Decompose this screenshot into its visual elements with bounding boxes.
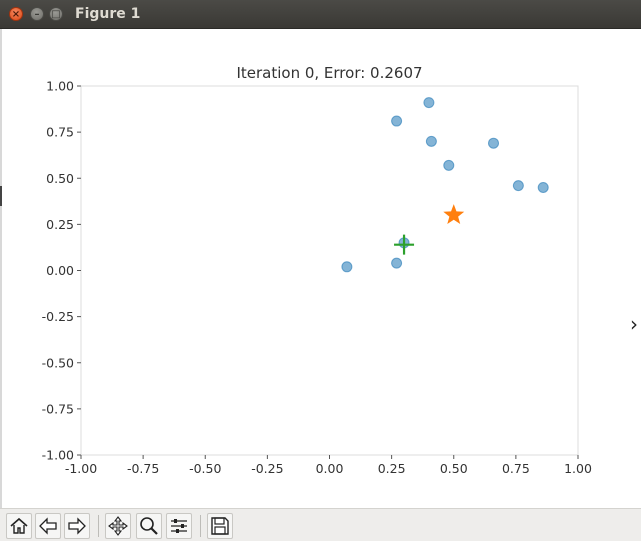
y-tick-label: -1.00: [42, 448, 74, 463]
toolbar-separator: [200, 515, 201, 537]
arrow-right-icon: [68, 517, 86, 535]
data-point: [443, 159, 455, 171]
pan-button[interactable]: [105, 513, 131, 539]
y-tick-label: -0.25: [42, 309, 74, 324]
data-point: [537, 181, 549, 193]
move-icon: [108, 516, 128, 536]
zoom-button[interactable]: [136, 513, 162, 539]
chart-title: Iteration 0, Error: 0.2607: [236, 64, 422, 82]
x-tick-label: -0.75: [127, 461, 159, 476]
save-button[interactable]: [207, 513, 233, 539]
x-tick-label: 0.75: [502, 461, 530, 476]
y-tick-label: 0.25: [46, 217, 74, 232]
minimize-icon: –: [34, 9, 40, 20]
side-arrow-icon: ›: [630, 312, 638, 336]
left-edge-marker: [0, 186, 2, 206]
close-icon: ×: [11, 9, 21, 20]
x-tick-label: -1.00: [65, 461, 97, 476]
y-tick-label: 0.00: [46, 263, 74, 278]
data-point: [512, 180, 524, 192]
data-point: [423, 97, 435, 109]
configure-subplots-button[interactable]: [166, 513, 192, 539]
window-left-border: [0, 29, 2, 508]
x-tick-label: 1.00: [564, 461, 592, 476]
x-tick-label: 0.00: [316, 461, 344, 476]
y-tick-label: -0.75: [42, 401, 74, 416]
forward-button[interactable]: [64, 513, 90, 539]
arrow-left-icon: [39, 517, 57, 535]
figure-canvas[interactable]: Iteration 0, Error: 0.2607 -1.00 -0.75 -0.5…: [0, 29, 641, 508]
minimize-window-button[interactable]: –: [30, 7, 44, 21]
data-point: [341, 261, 353, 273]
data-point: [488, 137, 500, 149]
magnifier-icon: [140, 517, 158, 535]
target-star: [443, 204, 465, 225]
y-tick-label: 0.75: [46, 125, 74, 140]
window-title: Figure 1: [75, 6, 141, 22]
data-point: [391, 257, 403, 269]
y-tick-label: 0.50: [46, 171, 74, 186]
close-window-button[interactable]: ×: [9, 7, 23, 21]
x-tick-label: 0.25: [378, 461, 406, 476]
x-tick-label: -0.25: [251, 461, 283, 476]
x-tick-label: 0.50: [440, 461, 468, 476]
scatter-chart: Iteration 0, Error: 0.2607 -1.00 -0.75 -0.5…: [42, 64, 592, 476]
y-tick-label: 1.00: [46, 79, 74, 94]
floppy-disk-icon: [211, 517, 229, 535]
sliders-icon: [171, 519, 187, 533]
x-tick-label: -0.50: [189, 461, 221, 476]
maximize-window-button[interactable]: □: [49, 7, 63, 21]
navigation-toolbar: [0, 508, 641, 541]
plot-area-frame: [80, 85, 579, 456]
data-point: [425, 135, 437, 147]
data-point: [391, 115, 403, 127]
maximize-icon: □: [51, 9, 61, 20]
y-tick-label: -0.50: [42, 355, 74, 370]
home-icon: [10, 517, 28, 534]
back-button[interactable]: [35, 513, 61, 539]
home-button[interactable]: [6, 513, 32, 539]
window-titlebar[interactable]: × – □ Figure 1: [0, 0, 641, 29]
toolbar-separator: [98, 515, 99, 537]
estimate-plus: [394, 234, 415, 255]
